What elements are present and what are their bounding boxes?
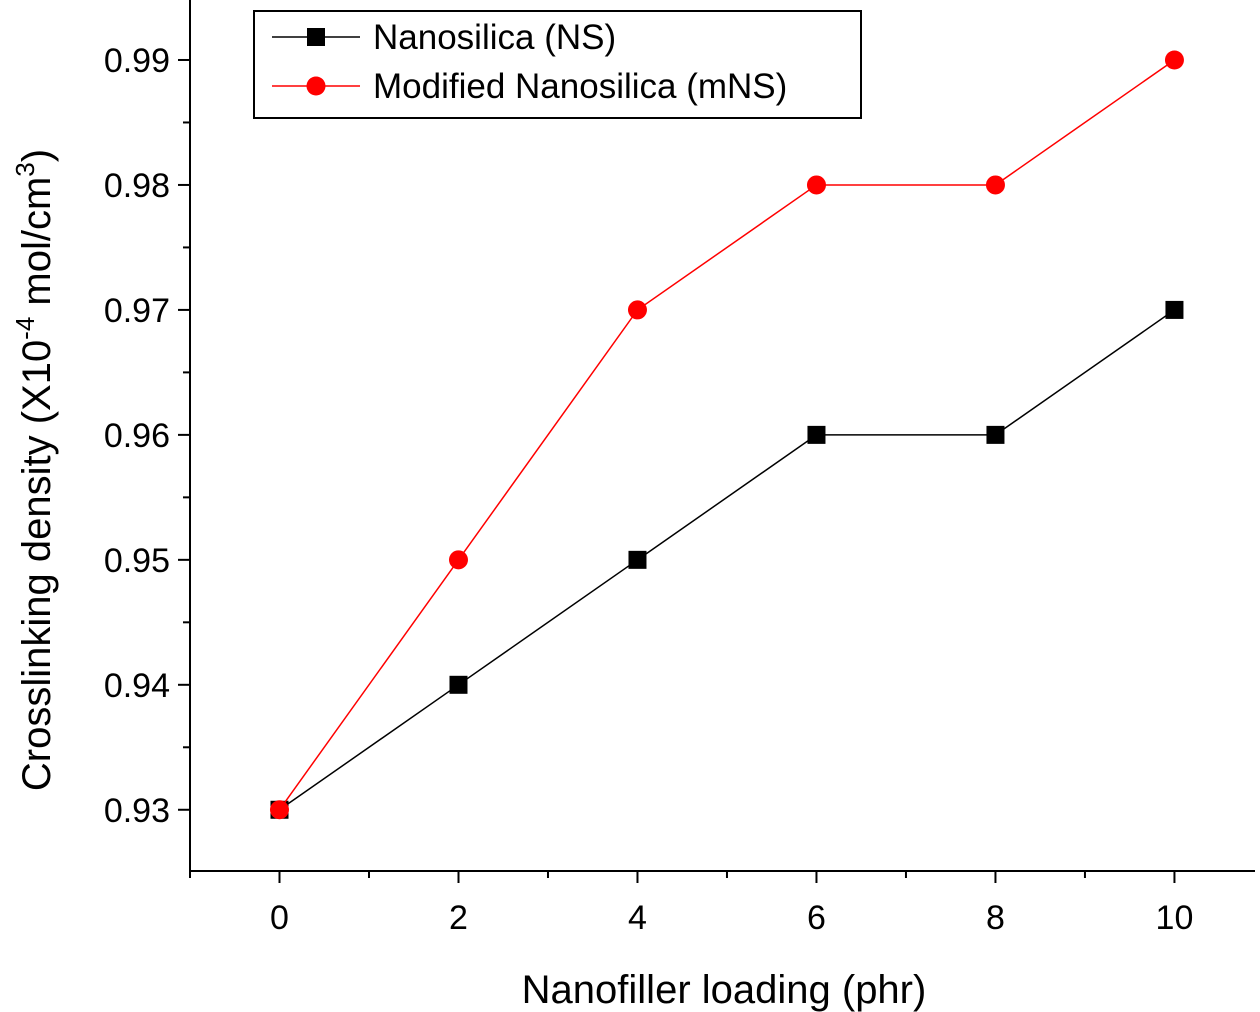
data-point [1165, 300, 1184, 319]
data-point [269, 800, 289, 820]
legend-marker-mns [306, 76, 326, 96]
data-point [807, 425, 826, 444]
axes [189, 0, 1255, 872]
y-axis-title-close: ) [15, 149, 59, 162]
data-point [628, 550, 647, 569]
y-tick-label: 0.95 [104, 542, 170, 580]
data-point [448, 550, 468, 570]
series-ns [270, 300, 1184, 819]
y-tick-label: 0.97 [104, 292, 170, 330]
data-point [806, 175, 826, 195]
y-axis-title-unit: mol/cm [15, 177, 59, 317]
data-point [986, 425, 1005, 444]
x-tick-label: 10 [1156, 899, 1194, 937]
legend-label-mns: Modified Nanosilica (mNS) [373, 67, 787, 106]
data-point [449, 675, 468, 694]
x-axis-title: Nanofiller loading (phr) [522, 968, 927, 1012]
y-tick-label: 0.96 [104, 417, 170, 455]
series-layer [269, 50, 1184, 820]
y-axis-title-superscript: 3 [10, 162, 40, 176]
data-point [1164, 50, 1184, 70]
data-point [985, 175, 1005, 195]
x-tick-label: 8 [986, 899, 1005, 937]
x-tick-label: 4 [628, 899, 647, 937]
y-axis-title-exponent: -4 [10, 317, 40, 340]
series-line [278, 59, 1175, 811]
y-axis-title: Crosslinking density (X10-4 mol/cm3) [10, 149, 59, 791]
ticks: 0 2 4 6 8 10 0.93 0.94 0.95 0.96 0.97 0.98 0.99 [104, 42, 1194, 937]
data-point [627, 300, 647, 320]
x-tick-label: 2 [449, 899, 468, 937]
y-tick-label: 0.98 [104, 167, 170, 205]
x-tick-label: 0 [270, 899, 289, 937]
series-line [279, 309, 1175, 811]
legend-marker-ns [307, 28, 325, 46]
legend-box [253, 10, 862, 119]
legend: Nanosilica (NS) Modified Nanosilica (mNS… [253, 10, 862, 119]
y-tick-label: 0.93 [104, 792, 170, 830]
legend-label-ns: Nanosilica (NS) [373, 18, 616, 57]
x-tick-label: 6 [807, 899, 826, 937]
y-tick-label: 0.99 [104, 42, 170, 80]
series-mns [269, 50, 1184, 820]
y-axis-title-main: Crosslinking density (X10 [15, 340, 59, 791]
y-tick-label: 0.94 [104, 667, 170, 705]
